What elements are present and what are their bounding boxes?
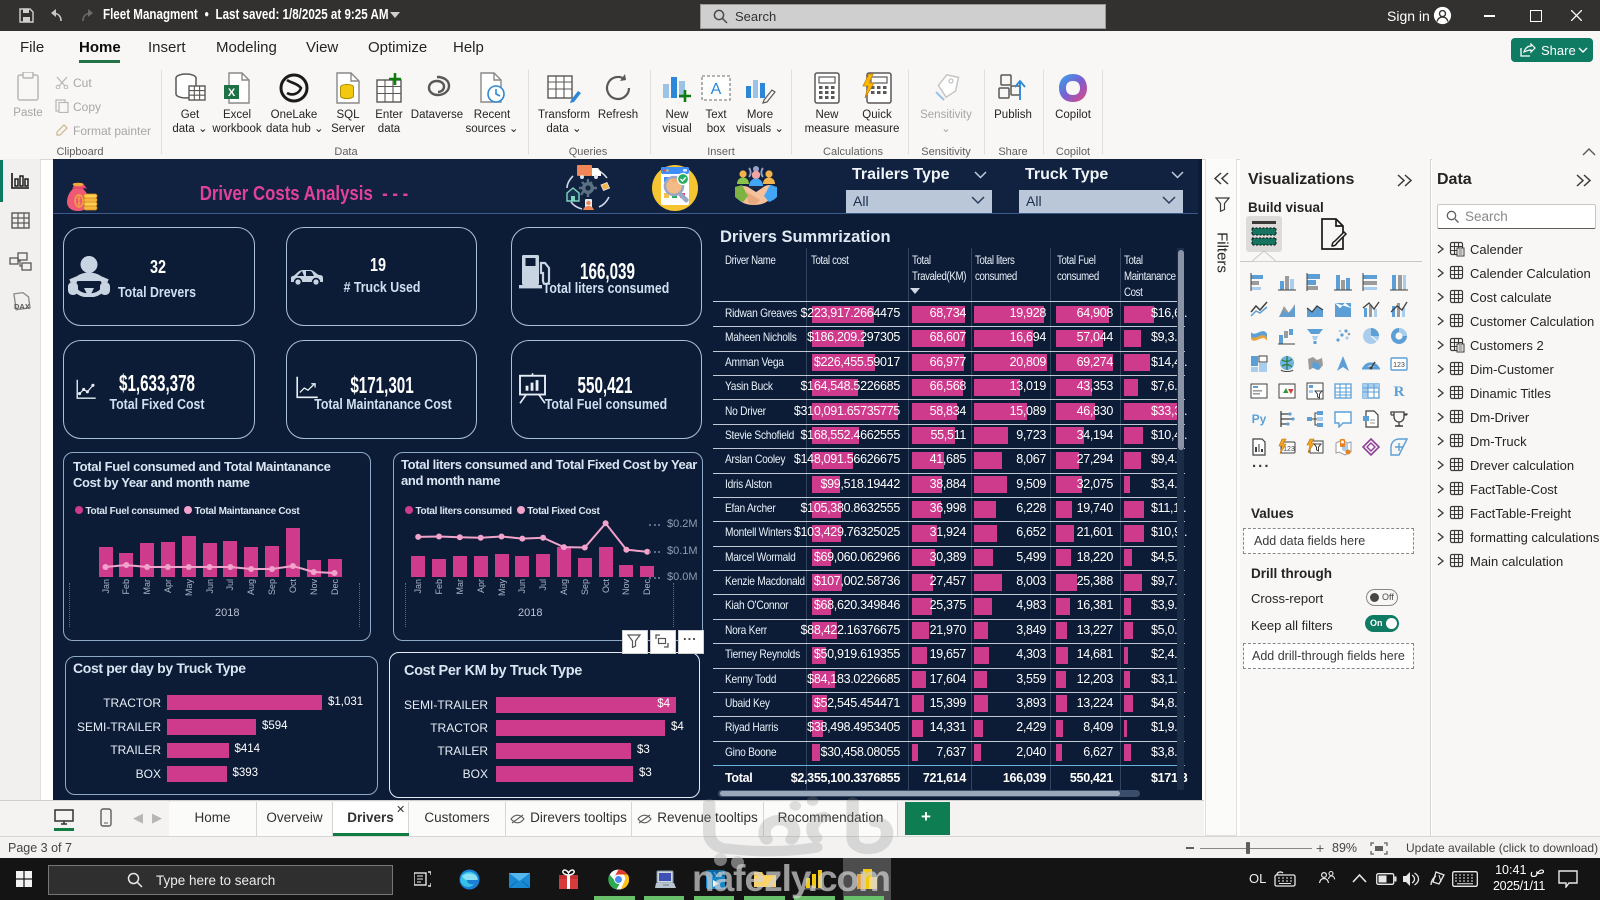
svg-text:123: 123 [1393,362,1405,369]
svg-text:X: X [228,87,236,99]
svg-text:Py: Py [1252,412,1267,426]
svg-text:DAX: DAX [14,302,30,311]
svg-text:R: R [1394,384,1405,400]
svg-text:123: 123 [1283,446,1295,453]
svg-text:A: A [711,81,722,98]
